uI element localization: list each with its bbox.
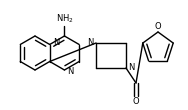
Text: N: N (128, 62, 134, 72)
Text: O: O (155, 22, 161, 31)
Text: NH$_2$: NH$_2$ (56, 13, 73, 25)
Text: O: O (133, 97, 139, 106)
Text: N: N (67, 67, 74, 75)
Text: N: N (88, 38, 94, 47)
Text: N: N (53, 38, 59, 47)
